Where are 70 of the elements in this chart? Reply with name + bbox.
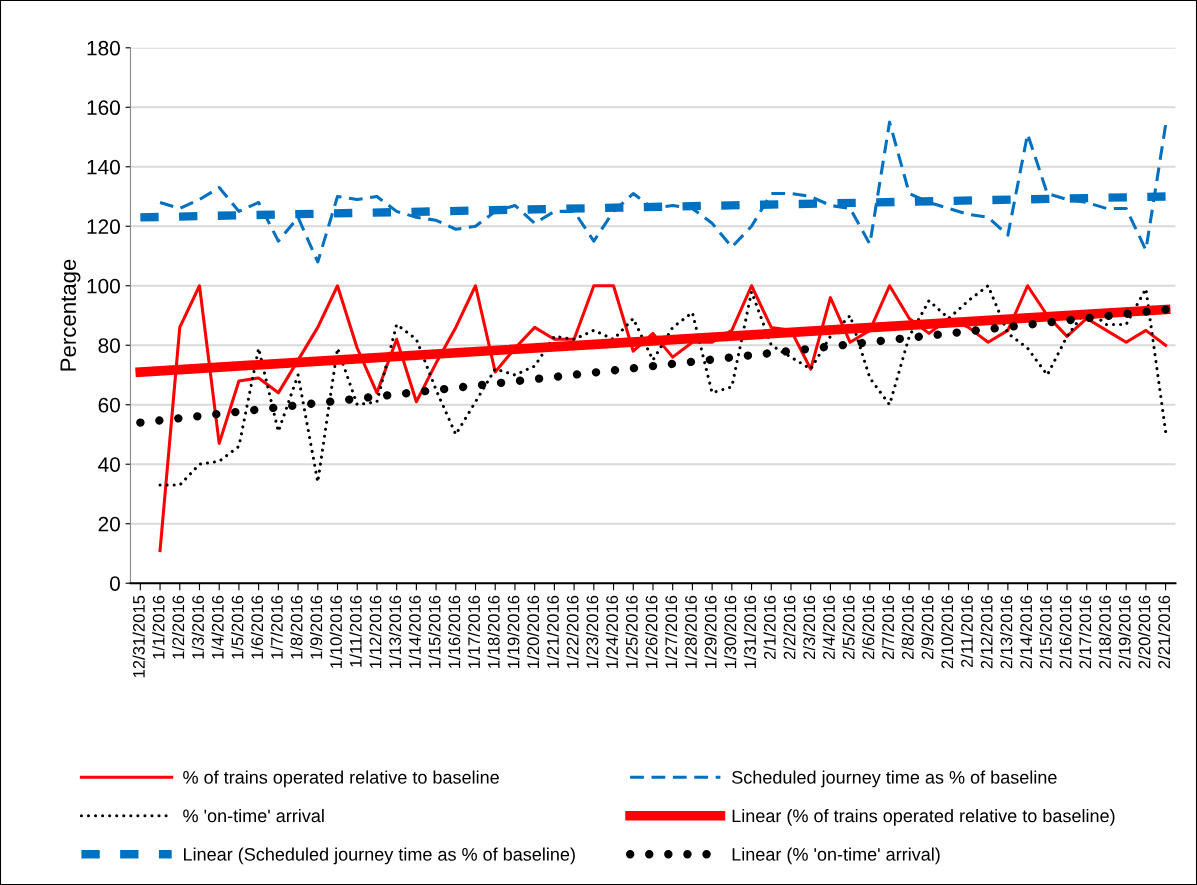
y-tick-label: 40 [98, 457, 120, 472]
x-tick-label: 1/6/2016 [250, 595, 264, 659]
x-tick-label: 2/4/2016 [822, 595, 835, 660]
legend-label: % 'on-time' arrival [183, 809, 324, 823]
y-axis-title: Percentage [60, 259, 81, 371]
x-tick-label: 2/14/2016 [1019, 595, 1033, 669]
x-tick-label: 1/21/2016 [546, 595, 559, 668]
x-tick-label: 1/14/2016 [408, 595, 421, 668]
x-tick-label: 2/19/2016 [1118, 595, 1131, 669]
x-tick-label: 2/3/2016 [802, 595, 816, 660]
x-tick-label: 2/17/2016 [1078, 595, 1092, 669]
x-tick-label: 1/3/2016 [191, 595, 204, 659]
x-tick-label: 1/10/2016 [329, 595, 342, 668]
x-tick-label: 2/13/2016 [1000, 595, 1013, 669]
x-tick-label: 2/15/2016 [1039, 595, 1052, 669]
x-tick-label: 1/17/2016 [467, 595, 480, 668]
legend-label: % of trains operated relative to baseline [183, 770, 499, 788]
x-tick-label: 2/12/2016 [980, 595, 993, 669]
x-tick-label: 1/30/2016 [724, 595, 737, 668]
y-tick-label: 0 [109, 576, 120, 591]
x-tick-label: 1/22/2016 [566, 595, 579, 668]
legend-label: Scheduled journey time as % of baseline [732, 770, 1057, 788]
y-tick-label: 120 [87, 219, 120, 235]
y-tick-label: 80 [98, 338, 120, 353]
y-tick-label: 60 [98, 397, 120, 413]
x-tick-label: 2/18/2016 [1098, 595, 1111, 669]
x-tick-label: 1/11/2016 [349, 595, 362, 667]
x-tick-label: 2/9/2016 [921, 595, 934, 660]
x-tick-label: 2/7/2016 [881, 595, 895, 660]
x-tick-label: 1/19/2016 [507, 595, 520, 668]
y-tick-label: 20 [98, 516, 120, 532]
x-tick-label: 2/10/2016 [940, 595, 954, 669]
x-tick-label: 1/26/2016 [645, 595, 658, 668]
x-tick-label: 1/28/2016 [684, 595, 697, 668]
x-tick-label: 2/2/2016 [783, 595, 796, 660]
x-tick-label: 1/9/2016 [310, 595, 323, 659]
x-tick-label: 1/12/2016 [369, 595, 382, 668]
x-tick-label: 1/25/2016 [625, 595, 638, 668]
y-tick-label: 140 [87, 159, 120, 175]
x-tick-label: 1/5/2016 [231, 595, 244, 659]
y-tick-label: 100 [87, 278, 120, 294]
x-tick-label: 1/16/2016 [448, 595, 461, 668]
x-tick-label: 1/13/2016 [388, 595, 402, 668]
x-tick-label: 1/15/2016 [428, 595, 441, 668]
x-tick-label: 2/20/2016 [1138, 595, 1151, 669]
x-tick-label: 2/6/2016 [862, 595, 875, 660]
x-tick-label: 2/1/2016 [763, 595, 776, 660]
legend-label: Linear (% of trains operated relative to baseline) [732, 809, 1115, 826]
x-tick-label: 1/31/2016 [743, 595, 757, 668]
x-tick-label: 12/31/2015 [132, 595, 145, 678]
x-tick-label: 2/11/2016 [960, 595, 973, 668]
x-tick-label: 1/20/2016 [526, 595, 540, 668]
x-tick-label: 2/16/2016 [1059, 595, 1072, 669]
x-tick-label: 1/27/2016 [664, 595, 678, 668]
x-tick-label: 1/1/2016 [152, 595, 165, 659]
legend-label: Linear (Scheduled journey time as % of baseline) [184, 847, 575, 865]
x-tick-label: 1/24/2016 [605, 595, 618, 668]
legend-label: Linear (% 'on-time' arrival) [732, 847, 940, 865]
x-tick-label: 1/4/2016 [211, 595, 224, 659]
x-tick-label: 1/7/2016 [270, 595, 283, 659]
x-tick-label: 1/23/2016 [586, 595, 599, 668]
x-tick-label: 1/18/2016 [487, 595, 500, 668]
x-tick-label: 1/2/2016 [172, 595, 185, 659]
x-tick-label: 1/8/2016 [290, 595, 303, 659]
x-tick-label: 2/5/2016 [842, 595, 855, 660]
y-tick-label: 160 [87, 100, 120, 116]
x-tick-label: 2/8/2016 [901, 595, 914, 660]
x-tick-label: 2/21/2016 [1157, 595, 1171, 669]
y-tick-label: 180 [87, 40, 120, 56]
x-tick-label: 1/29/2016 [704, 595, 717, 668]
